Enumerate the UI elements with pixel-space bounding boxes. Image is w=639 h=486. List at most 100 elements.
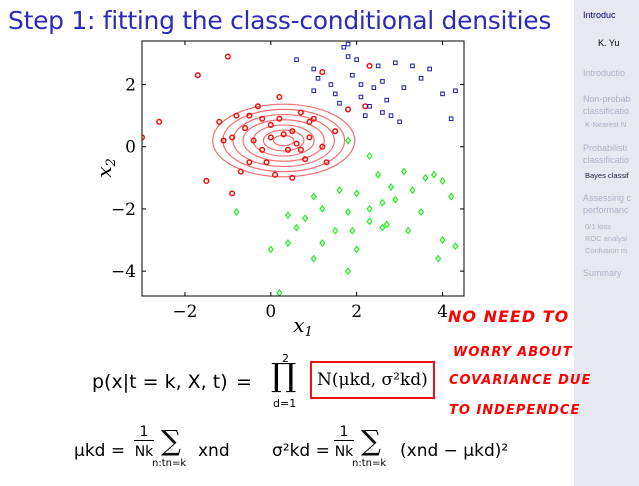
x-tick-label: −2 [172, 302, 197, 322]
red-class-point [280, 131, 287, 138]
red-class-point [366, 62, 373, 69]
y-tick-label: 0 [125, 138, 136, 158]
sidebar-item-knn[interactable]: K-Nearest N [585, 120, 627, 129]
green-class-point [430, 170, 438, 179]
sidebar-item-assessing[interactable]: Assessing c [583, 193, 632, 203]
green-class-point [353, 245, 360, 254]
sidebar-item-summary[interactable]: Summary [583, 268, 622, 278]
green-class-point [345, 208, 352, 217]
x-tick-label: 2 [351, 302, 362, 322]
sidebar-item-probabilistic[interactable]: Probabilisti [583, 143, 628, 153]
annotation-line-3: COVARIANCE DUE [449, 373, 592, 388]
sidebar-item-confusion[interactable]: Confusion m [585, 246, 628, 255]
scatter-chart: −2 0 2 4 2 0 −2 −4 x1 x2 [92, 40, 465, 340]
sidebar-item-introduction[interactable]: Introductio [583, 68, 626, 78]
blue-class-point [328, 82, 334, 87]
red-class-point [306, 134, 313, 141]
red-class-point [254, 103, 261, 110]
sidebar-item-non-probabilistic[interactable]: Non-probab [583, 94, 631, 104]
red-class-point [142, 134, 146, 141]
sidebar-item-bayes[interactable]: Bayes classif [585, 171, 629, 180]
red-class-point [267, 134, 274, 141]
green-class-point [276, 288, 283, 296]
slide-title: Step 1: fitting the class-conditional de… [8, 6, 552, 35]
red-class-point [276, 93, 283, 101]
red-class-point [362, 103, 369, 110]
red-class-point [233, 112, 240, 119]
mu-frac-den: Nk [134, 444, 154, 460]
green-class-point [319, 204, 326, 213]
sidebar-item-assessing-2[interactable]: performanc [583, 205, 629, 215]
blue-class-point [294, 57, 299, 62]
green-class-point [383, 220, 390, 229]
sigma-sum-sub: n:tn=k [352, 458, 387, 469]
red-class-point [203, 177, 210, 184]
sidebar-nav: Introduc K. Yu Introductio Non-probab cl… [574, 0, 639, 486]
green-class-point [439, 236, 446, 245]
green-class-point [284, 211, 292, 220]
blue-class-point [418, 76, 424, 81]
annotation-line-4: TO INDEPENDCE [449, 403, 581, 418]
green-class-point [379, 223, 386, 232]
x-axis-label: x1 [293, 313, 313, 340]
red-class-point [297, 146, 304, 153]
blue-class-point [397, 119, 402, 125]
red-class-point [306, 118, 313, 125]
blue-class-point [401, 85, 407, 90]
red-class-point [229, 190, 236, 197]
product-lower: d=1 [273, 397, 297, 410]
density-contour [272, 134, 295, 147]
red-class-point [259, 146, 266, 153]
red-class-point [229, 134, 236, 141]
red-class-point [310, 115, 317, 122]
density-contour [262, 129, 305, 152]
red-class-point [272, 171, 279, 178]
red-class-point [246, 112, 253, 119]
y-tick-label: −4 [111, 262, 136, 282]
green-class-point [349, 226, 356, 235]
blue-class-point [388, 113, 394, 118]
green-class-point [366, 204, 373, 213]
blue-class-point [427, 66, 432, 72]
sigma-term: (xnd − μkd)² [400, 441, 509, 461]
blue-class-point [311, 88, 317, 94]
red-class-point [276, 115, 283, 122]
sidebar-item-01-loss[interactable]: 0/1 loss [585, 222, 611, 231]
x-tick-label: 0 [265, 302, 276, 322]
blue-class-point [367, 104, 372, 109]
green-class-point [353, 189, 360, 198]
annotation-line-1: NO NEED TO [448, 307, 570, 326]
boxed-normal-term: N(μkd, σ²kd) [310, 361, 435, 399]
y-tick-label: 2 [125, 76, 136, 96]
density-contour [242, 119, 325, 162]
blue-class-point [345, 41, 351, 47]
red-class-point [216, 118, 223, 125]
green-class-point [310, 192, 317, 201]
sidebar-item-probabilistic-2[interactable]: classificatio [583, 155, 630, 165]
red-class-point [250, 137, 257, 144]
density-contour [252, 124, 315, 157]
sidebar-item-roc[interactable]: ROC analysi [585, 234, 628, 243]
mu-sum-symbol: ∑ [161, 424, 181, 457]
red-class-point [323, 159, 330, 166]
green-class-point [439, 176, 446, 185]
red-class-point [319, 143, 326, 150]
red-class-point [259, 115, 266, 122]
annotation-line-2: WORRY ABOUT [453, 345, 573, 360]
green-class-point [452, 242, 459, 251]
sidebar-item-non-probabilistic-2[interactable]: classificatio [583, 106, 630, 116]
red-class-point [319, 69, 326, 76]
blue-class-point [358, 94, 364, 100]
green-class-point [366, 217, 373, 226]
blue-class-point [315, 76, 321, 81]
blue-class-point [384, 97, 390, 103]
green-class-point [409, 186, 416, 195]
red-class-point [224, 53, 231, 60]
green-class-point [400, 167, 407, 176]
red-class-point [289, 174, 296, 181]
red-class-point [284, 146, 292, 153]
sigma-sum-symbol: ∑ [361, 424, 381, 457]
red-class-point [246, 159, 253, 166]
red-class-point [220, 137, 227, 144]
sidebar-header[interactable]: Introduc [583, 10, 616, 20]
